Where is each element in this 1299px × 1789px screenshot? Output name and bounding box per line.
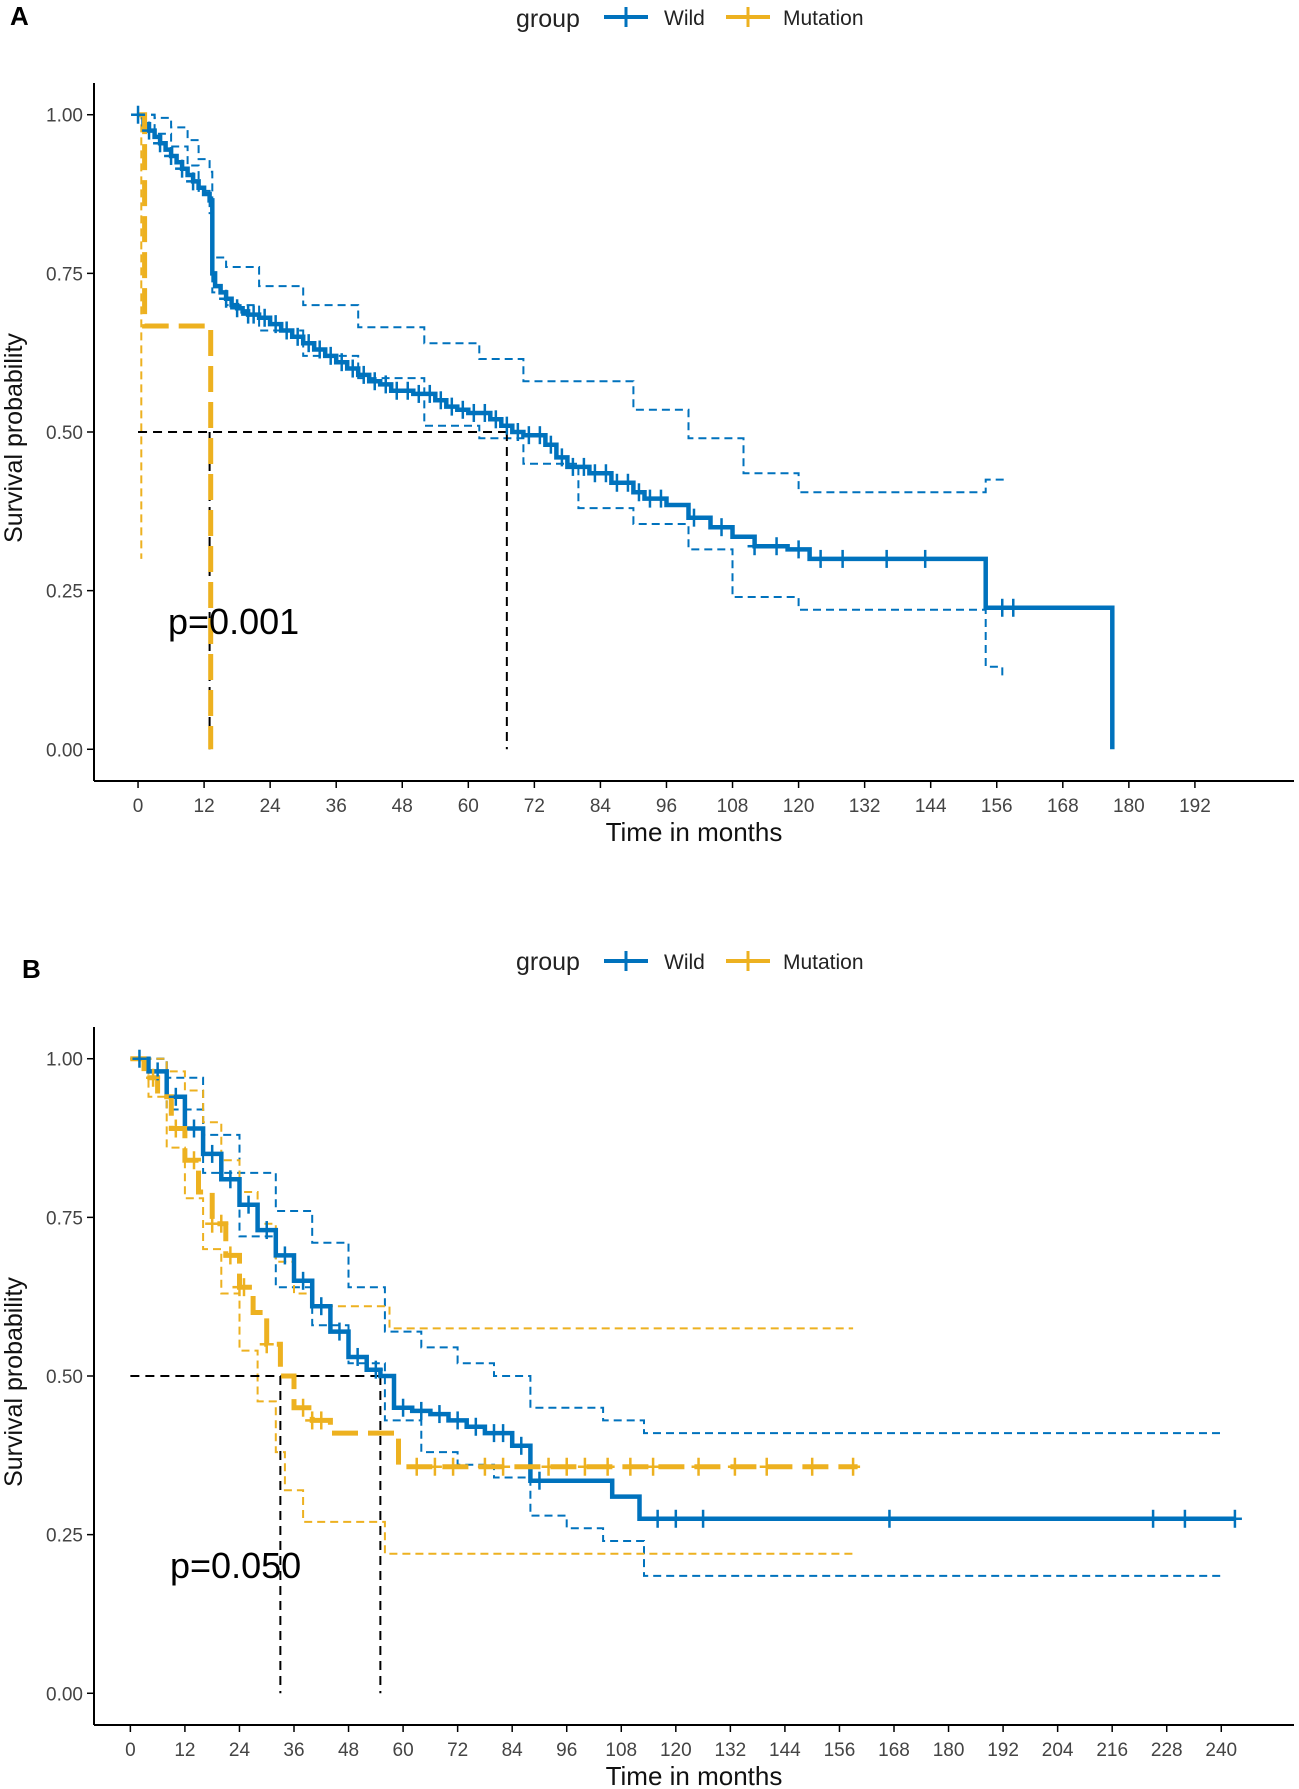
panel-a-wild-ci-lower: [138, 113, 1004, 677]
panel-a-legend-wild-key: [604, 7, 648, 27]
panel-b-x-tick-label: 72: [447, 1740, 468, 1761]
panel-b-x-tick-label: 132: [715, 1740, 747, 1761]
panel-a-y-tick-label: 1.00: [46, 106, 83, 127]
panel-b-y-axis-label: Survival probability: [0, 1277, 28, 1487]
panel-b-x-tick-label: 144: [769, 1740, 801, 1761]
panel-a-mutation-ci-lower: [138, 113, 143, 559]
panel-b-mutation-ci-lower: [130, 1057, 854, 1555]
panel-a-x-tick-label: 180: [1113, 796, 1145, 817]
panel-a-x-tick-label: 132: [849, 796, 881, 817]
panel-b-wild-ci-lower: [130, 1057, 1222, 1577]
panel-b-confidence-bands: [130, 1057, 1222, 1577]
panel-b-plot-area: 0.00 0.25 0.50 0.75 1.00 0 12 24 36 48 60 72 84 96 10…: [46, 1027, 1294, 1761]
panel-a-y-tick-label: 0.25: [46, 582, 83, 603]
panel-a-legend-title: group: [516, 5, 580, 33]
panel-b-x-tick-label: 240: [1205, 1740, 1237, 1761]
panel-a-x-tick-label: 120: [783, 796, 815, 817]
panel-b-x-tick-label: 192: [987, 1740, 1019, 1761]
panel-a-y-ticks: 0.00 0.25 0.50 0.75 1.00: [46, 106, 94, 761]
panel-b-x-tick-label: 108: [605, 1740, 637, 1761]
panel-a-x-tick-label: 156: [981, 796, 1013, 817]
panel-b-legend-title: group: [516, 948, 580, 976]
panel-b-wild-ci-upper: [130, 1057, 1222, 1435]
panel-a-x-tick-label: 96: [656, 796, 677, 817]
panel-a-wild-ci-upper: [138, 113, 1008, 494]
panel-b-x-tick-label: 216: [1096, 1740, 1128, 1761]
panel-a-x-tick-label: 24: [260, 796, 282, 817]
panel-a-y-tick-label: 0.75: [46, 264, 83, 285]
panel-b-x-tick-label: 156: [824, 1740, 856, 1761]
panel-a-legend-mutation-label: Mutation: [783, 7, 864, 30]
panel-b-y-tick-label: 0.50: [46, 1367, 83, 1388]
panel-a-x-tick-label: 192: [1179, 796, 1211, 817]
panel-b-x-axis-label: Time in months: [606, 1761, 783, 1789]
panel-b-median-lines: [130, 1375, 382, 1694]
panel-b-letter: B: [22, 954, 41, 984]
panel-a-x-axis-label: Time in months: [606, 817, 783, 847]
panel-a-y-tick-label: 0.00: [46, 740, 83, 761]
panel-b-x-ticks: 0 12 24 36 48 60 72 84 96 108 120 132 144 156 168 180 19…: [125, 1725, 1237, 1761]
panel-a-legend: group Wild Mutation: [516, 5, 864, 33]
panel-b-x-tick-label: 48: [338, 1740, 359, 1761]
panel-b-x-tick-label: 180: [933, 1740, 965, 1761]
panel-b-wild-curve: [130, 1056, 1235, 1522]
panel-a-x-tick-label: 144: [915, 796, 947, 817]
panel-a-y-tick-label: 0.50: [46, 423, 83, 444]
panel-a-survival-curves: [138, 112, 1115, 750]
panel-b-y-tick-label: 0.75: [46, 1208, 83, 1229]
panel-b-x-tick-label: 36: [283, 1740, 304, 1761]
panel-a-confidence-bands: [138, 113, 1008, 677]
panel-a-legend-wild-label: Wild: [664, 7, 705, 30]
panel-b-y-tick-label: 1.00: [46, 1050, 83, 1071]
panel-a-x-tick-label: 60: [458, 796, 479, 817]
panel-a-x-tick-label: 48: [392, 796, 413, 817]
panel-a-x-tick-label: 72: [524, 796, 545, 817]
panel-b-legend-mutation-key: [726, 951, 770, 971]
panel-a-x-tick-label: 12: [194, 796, 215, 817]
panel-b-survival-curves: [130, 1056, 1235, 1522]
panel-b-y-ticks: 0.00 0.25 0.50 0.75 1.00: [46, 1050, 94, 1705]
panel-b-y-tick-label: 0.00: [46, 1684, 83, 1705]
panel-b-x-tick-label: 168: [878, 1740, 910, 1761]
panel-b-x-tick-label: 24: [229, 1740, 251, 1761]
panel-a-x-tick-label: 36: [326, 796, 347, 817]
panel-a-wild-curve: [138, 112, 1115, 750]
panel-b-legend-wild-label: Wild: [664, 951, 705, 974]
panel-b: B group Wild Mutation Survival probabili…: [0, 948, 1294, 1789]
panel-b-x-tick-label: 228: [1151, 1740, 1183, 1761]
panel-b-x-tick-label: 0: [125, 1740, 136, 1761]
panel-a-median-lines: [138, 431, 508, 750]
panel-a-legend-mutation-key: [726, 7, 770, 27]
panel-b-p-value: p=0.050: [170, 1545, 301, 1586]
panel-b-legend-wild-key: [604, 951, 648, 971]
panel-b-legend: group Wild Mutation: [516, 948, 864, 976]
panel-b-legend-mutation-label: Mutation: [783, 951, 864, 974]
panel-a-p-value: p=0.001: [168, 601, 299, 642]
panel-b-mutation-ci-upper: [130, 1057, 854, 1330]
panel-b-x-tick-label: 84: [502, 1740, 524, 1761]
panel-a-x-tick-label: 168: [1047, 796, 1079, 817]
panel-b-x-tick-label: 96: [556, 1740, 577, 1761]
panel-a-plot-area: 0.00 0.25 0.50 0.75 1.00 0 12 24 36 48 60 72 84 96 10…: [46, 83, 1294, 817]
panel-b-mutation-curve: [130, 1056, 858, 1470]
panel-b-x-tick-label: 60: [393, 1740, 414, 1761]
panel-b-x-tick-label: 120: [660, 1740, 692, 1761]
panel-a-y-axis-label: Survival probability: [0, 333, 28, 543]
panel-b-y-tick-label: 0.25: [46, 1526, 83, 1547]
panel-b-x-tick-label: 204: [1042, 1740, 1074, 1761]
panel-a-letter: A: [10, 1, 29, 31]
panel-a-x-tick-label: 0: [133, 796, 144, 817]
panel-a-x-tick-label: 108: [717, 796, 749, 817]
panel-b-censor-marks: [132, 1049, 1242, 1528]
panel-a-x-ticks: 0 12 24 36 48 60 72 84 96 108 120 132 144 156 168 180 19…: [133, 781, 1211, 817]
panel-b-x-tick-label: 12: [174, 1740, 195, 1761]
panel-a: A group Wild Mutation Survival probabili…: [0, 1, 1294, 847]
panel-a-x-tick-label: 84: [590, 796, 612, 817]
panel-a-censor-marks: [131, 105, 1021, 617]
